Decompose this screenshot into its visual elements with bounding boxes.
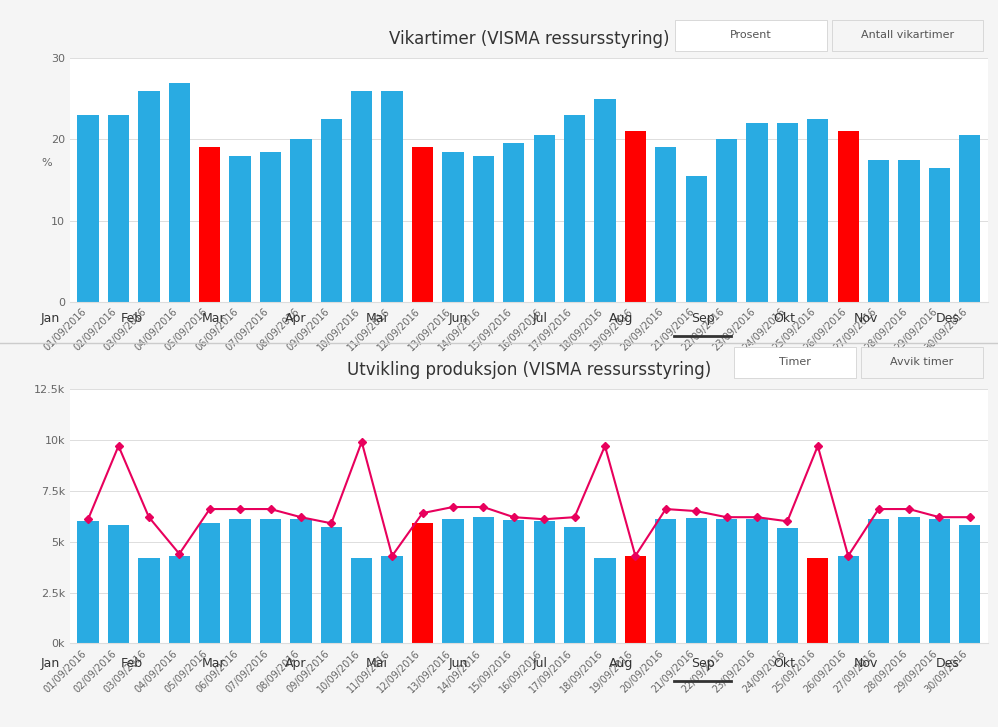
Text: Apr: Apr	[284, 657, 306, 670]
Bar	[259, 519, 281, 643]
Text: Aug: Aug	[609, 312, 634, 325]
Bar	[230, 519, 250, 643]
Bar	[108, 115, 129, 302]
Bar	[655, 519, 677, 643]
Bar	[686, 518, 707, 643]
Bar	[929, 168, 950, 302]
Bar	[351, 558, 372, 643]
Text: Jan: Jan	[41, 657, 60, 670]
Bar	[381, 91, 403, 302]
Bar	[898, 517, 919, 643]
Bar	[442, 151, 464, 302]
Bar	[534, 135, 555, 302]
Bar	[473, 517, 494, 643]
Title: Utvikling produksjon (VISMA ressursstyring): Utvikling produksjon (VISMA ressursstyri…	[347, 361, 711, 379]
Bar	[290, 519, 311, 643]
Bar	[868, 519, 889, 643]
Text: Sep: Sep	[691, 312, 715, 325]
Bar	[199, 523, 221, 643]
Text: Nov: Nov	[853, 312, 878, 325]
Text: Des: Des	[935, 657, 959, 670]
Bar	[503, 521, 524, 643]
Bar	[564, 527, 585, 643]
Text: Apr: Apr	[284, 312, 306, 325]
Bar	[381, 556, 403, 643]
Bar	[807, 558, 828, 643]
Bar	[320, 527, 342, 643]
Text: Aug: Aug	[609, 657, 634, 670]
FancyBboxPatch shape	[861, 347, 983, 378]
Bar	[290, 140, 311, 302]
Text: Jul: Jul	[532, 657, 547, 670]
FancyBboxPatch shape	[734, 347, 856, 378]
Bar	[837, 132, 859, 302]
Bar	[716, 519, 738, 643]
Text: Timer: Timer	[778, 357, 810, 367]
Bar	[959, 135, 980, 302]
Text: Nov: Nov	[853, 657, 878, 670]
Bar	[747, 123, 767, 302]
Text: Jan: Jan	[41, 312, 60, 325]
Text: Jun: Jun	[448, 312, 468, 325]
Bar	[625, 556, 646, 643]
Legend: Vikartimer: Vikartimer	[483, 385, 575, 406]
FancyBboxPatch shape	[675, 20, 826, 51]
Text: Okt: Okt	[773, 657, 795, 670]
Bar	[747, 519, 767, 643]
Bar	[169, 83, 190, 302]
Bar	[139, 558, 160, 643]
Bar	[837, 556, 859, 643]
Title: Vikartimer (VISMA ressursstyring): Vikartimer (VISMA ressursstyring)	[388, 31, 670, 48]
Text: Mar: Mar	[202, 657, 226, 670]
FancyBboxPatch shape	[831, 20, 983, 51]
Bar	[929, 519, 950, 643]
Bar	[351, 91, 372, 302]
Bar	[655, 148, 677, 302]
Bar	[230, 156, 250, 302]
Text: Avvik timer: Avvik timer	[890, 357, 954, 367]
Bar	[625, 132, 646, 302]
Text: Des: Des	[935, 312, 959, 325]
Text: Feb: Feb	[121, 312, 144, 325]
Bar	[412, 523, 433, 643]
Text: Sep: Sep	[691, 657, 715, 670]
Text: Okt: Okt	[773, 312, 795, 325]
Bar	[807, 119, 828, 302]
Bar	[686, 176, 707, 302]
Bar	[594, 558, 616, 643]
Bar	[898, 160, 919, 302]
Y-axis label: %: %	[42, 158, 52, 168]
Bar	[259, 151, 281, 302]
Text: Antall vikartimer: Antall vikartimer	[860, 30, 954, 40]
Bar	[199, 148, 221, 302]
Bar	[868, 160, 889, 302]
Bar	[776, 529, 798, 643]
Bar	[78, 115, 99, 302]
Text: Mai: Mai	[365, 312, 388, 325]
Text: Jun: Jun	[448, 657, 468, 670]
Bar	[320, 119, 342, 302]
Bar	[442, 519, 464, 643]
Bar	[716, 140, 738, 302]
Bar	[473, 156, 494, 302]
Bar	[78, 521, 99, 643]
Text: Feb: Feb	[121, 657, 144, 670]
Bar	[776, 123, 798, 302]
Bar	[412, 148, 433, 302]
Text: Prosent: Prosent	[730, 30, 771, 40]
Bar	[108, 526, 129, 643]
Text: Mar: Mar	[202, 312, 226, 325]
Text: Jul: Jul	[532, 312, 547, 325]
Bar	[564, 115, 585, 302]
Bar	[169, 556, 190, 643]
Bar	[139, 91, 160, 302]
Bar	[503, 143, 524, 302]
Bar	[594, 99, 616, 302]
Bar	[534, 521, 555, 643]
Text: Mai: Mai	[365, 657, 388, 670]
Bar	[959, 526, 980, 643]
